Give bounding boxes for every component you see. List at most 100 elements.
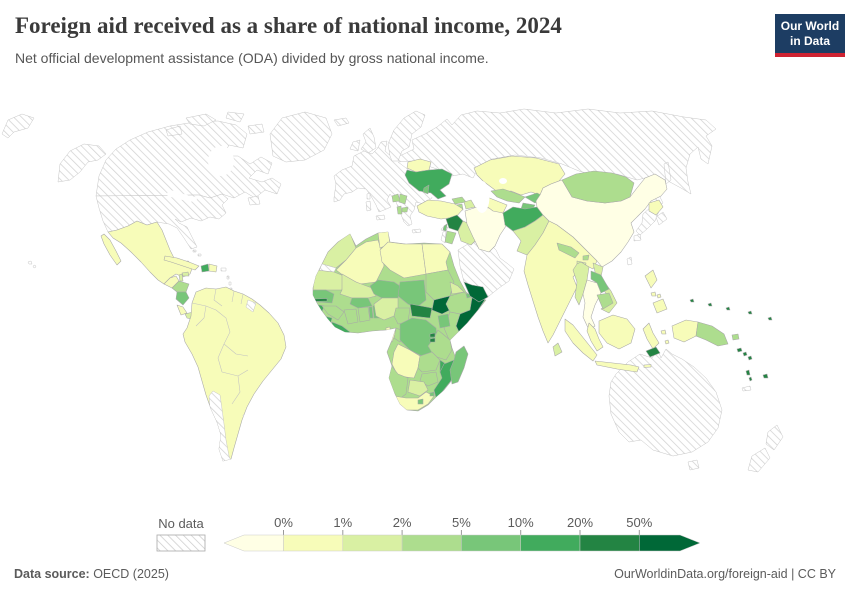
region-lesser-antilles[interactable] [226,275,233,298]
legend-swatch-5-10[interactable] [461,534,521,552]
region-nepal[interactable] [556,242,580,259]
caspian-sea [474,181,490,213]
region-greenland[interactable] [269,111,333,163]
region-costa-rica[interactable] [176,304,188,316]
region-togo[interactable] [368,306,374,319]
legend-swatch-0-1[interactable] [283,534,344,552]
region-botswana[interactable] [407,379,429,397]
region-new-zealand[interactable] [747,424,784,473]
region-lesotho[interactable] [417,398,424,405]
region-canada[interactable] [95,120,282,199]
region-sumatra[interactable] [564,318,598,362]
region-solomon-islands[interactable] [736,347,753,361]
region-mongolia[interactable] [561,170,635,204]
region-ireland[interactable] [349,139,361,152]
region-north-korea[interactable] [648,199,664,216]
region-angola[interactable] [391,343,421,379]
region-borneo[interactable] [598,314,636,350]
region-europe-russia[interactable] [333,108,717,227]
region-cambodia[interactable] [596,292,614,310]
region-taiwan[interactable] [626,256,633,266]
region-baja[interactable] [100,233,122,266]
region-malaysia[interactable] [586,322,604,352]
region-bahamas[interactable] [192,249,202,257]
region-lebanon[interactable] [442,223,448,232]
region-dominican-republic[interactable] [208,263,218,273]
region-madagascar[interactable] [449,345,469,385]
region-thailand[interactable] [582,279,602,331]
region-serbia[interactable] [398,193,408,205]
legend-swatch-10-20[interactable] [520,534,581,552]
region-bhutan[interactable] [582,254,590,261]
region-albania[interactable] [396,205,403,215]
legend-swatch-neg[interactable] [223,534,284,552]
region-eswatini[interactable] [429,391,435,397]
region-azerbaijan[interactable] [463,199,476,210]
region-puerto-rico[interactable] [220,267,227,272]
region-jordan[interactable] [444,230,457,245]
region-nicaragua[interactable] [175,291,190,306]
region-uganda[interactable] [437,313,451,329]
region-burkina-faso[interactable] [349,297,373,309]
region-south-sudan[interactable] [431,295,451,315]
region-belize[interactable] [178,273,184,282]
region-moluccas[interactable] [643,329,670,368]
region-hawaii[interactable] [27,260,37,269]
region-iceland[interactable] [333,117,350,127]
license-cc-by[interactable]: CC BY [797,567,836,581]
region-papua-new-guinea[interactable] [695,321,740,347]
region-south-korea[interactable] [655,211,668,226]
region-turkey[interactable] [416,199,464,220]
legend-swatch-1-2[interactable] [342,534,403,552]
region-uzbekistan[interactable] [490,188,526,204]
region-south-america[interactable] [182,286,287,462]
region-guatemala[interactable] [163,275,180,289]
region-burundi[interactable] [429,337,436,343]
region-rwanda[interactable] [429,332,436,338]
region-israel[interactable] [440,230,447,244]
region-ukraine[interactable] [404,168,453,200]
region-haiti[interactable] [200,263,210,273]
region-fiji[interactable] [762,373,769,379]
region-canada-arctic[interactable] [165,111,265,206]
region-ghana[interactable] [357,306,371,323]
region-north-macedonia[interactable] [401,206,409,213]
region-sakhalin[interactable] [663,161,672,185]
legend-swatch-50plus[interactable] [639,534,701,552]
region-philippines[interactable] [644,269,668,314]
region-micronesia[interactable] [689,298,773,321]
region-alaska[interactable] [57,143,107,183]
region-jamaica[interactable] [181,271,190,277]
owid-url[interactable]: OurWorldinData.org/foreign-aid [614,567,788,581]
region-zambia[interactable] [417,351,441,373]
region-sudan[interactable] [425,269,455,301]
region-egypt[interactable] [421,243,451,275]
region-honduras[interactable] [171,280,190,293]
legend-swatch-2-5[interactable] [401,534,462,552]
owid-logo[interactable]: Our World in Data [775,14,845,57]
legend-swatch-20-50[interactable] [579,534,640,552]
region-timor-leste[interactable] [645,346,661,358]
region-med-islands[interactable] [365,192,449,234]
legend-no-data-swatch[interactable] [156,534,206,552]
region-vanuatu[interactable] [745,369,753,382]
region-french-guiana[interactable] [245,299,257,313]
region-uruguay[interactable] [242,412,254,426]
region-myanmar[interactable] [572,261,590,306]
region-sri-lanka[interactable] [552,342,563,357]
region-scandinavia[interactable] [387,110,426,162]
region-sierra-leone[interactable] [321,315,333,327]
region-uk[interactable] [360,127,377,154]
region-west-new-guinea[interactable] [671,319,699,343]
region-yemen[interactable] [463,281,489,303]
region-car[interactable] [409,303,433,319]
region-new-caledonia[interactable] [741,385,752,392]
region-guinea[interactable] [321,305,345,321]
region-cuba[interactable] [163,255,200,271]
region-java[interactable] [594,360,640,373]
region-cote-divoire[interactable] [343,308,359,325]
region-chukotka[interactable] [1,113,35,139]
region-moldova[interactable] [422,184,430,195]
region-tasmania[interactable] [687,459,700,471]
region-sulawesi[interactable] [642,322,660,350]
